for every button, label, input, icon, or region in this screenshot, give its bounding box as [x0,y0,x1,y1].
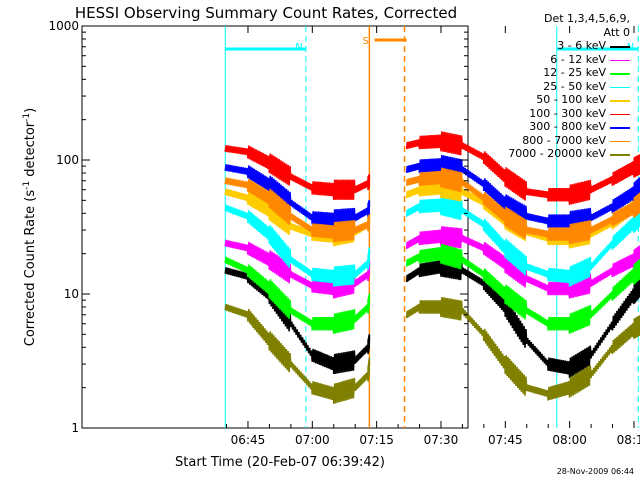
series-line [224,267,371,375]
x-axis-label: Start Time (20-Feb-07 06:39:42) [175,455,385,470]
legend-item: 12 - 25 keV [478,66,636,80]
series-line [405,167,640,245]
series-line [405,243,640,334]
y-tick-label: 1000 [48,19,79,33]
legend-item: 100 - 300 keV [478,107,636,121]
legend-item-swatch [610,100,630,102]
series-line [405,256,640,379]
y-axis-label-prefix: Corrected Count Rate (s [23,190,38,347]
legend-header-1: Det 1,3,4,5,6,9, [543,12,630,25]
legend-item: 7000 - 20000 keV [478,147,636,161]
legend-item-swatch [610,46,630,48]
legend: Det 1,3,4,5,6,9, Att 0 3 - 6 keV 6 - 12 k… [478,12,636,161]
legend-item-label: 50 - 100 keV [536,93,606,106]
legend-item: 6 - 12 keV [478,53,636,67]
legend-item-swatch [610,113,630,115]
legend-item-swatch [610,73,630,75]
legend-item: 25 - 50 keV [478,80,636,94]
axis-ticks: 06:45 07:00 07:15 07:30 07:45 08:00 08:15 1 10 10… [48,19,640,447]
legend-item-label: 300 - 800 keV [529,120,606,133]
series-line [224,177,371,243]
chart-title: HESSI Observing Summary Count Rates, Cor… [75,4,457,22]
legend-header-2: Att 0 [603,25,630,39]
legend-item-swatch [610,154,630,156]
legend-item-label: 6 - 12 keV [550,52,606,66]
legend-rows: 3 - 6 keV 6 - 12 keV 12 - 25 keV 25 - 50 ke… [478,39,636,161]
legend-item: 800 - 7000 keV [478,134,636,148]
y-axis-label: Corrected Count Rate (s-1 detector-1) [22,108,38,346]
plot-frame [81,25,469,429]
legend-item-label: 800 - 7000 keV [522,133,606,147]
y-tick-label: 1 [71,421,79,435]
legend-item-label: 25 - 50 keV [543,79,606,93]
legend-item: 3 - 6 keV [478,39,636,53]
series-line [224,256,371,334]
legend-item: 300 - 800 keV [478,120,636,134]
y-axis-label-sup1: -1 [22,181,32,190]
x-tick-label: 07:45 [488,433,523,447]
legend-item-swatch [610,59,630,61]
night-label: N [295,42,302,53]
saa-label: S [363,36,369,47]
legend-item: 50 - 100 keV [478,93,636,107]
y-axis-label-mid: detector [23,121,38,181]
x-tick-label: 08:00 [552,433,587,447]
series-line [405,297,640,401]
x-tick-label: 07:00 [295,433,330,447]
series-line [224,164,371,230]
night-label: N [627,42,634,53]
series-line [405,131,640,205]
legend-item-label: 7000 - 20000 keV [508,147,606,160]
legend-item-swatch [610,140,630,142]
y-axis-label-suffix: ) [23,108,38,113]
series-line [224,239,371,299]
series-line [224,145,371,200]
series-line [405,195,640,287]
y-tick-label: 100 [56,153,79,167]
series-layer [224,131,640,404]
legend-item-label: 100 - 300 keV [529,106,606,120]
legend-item-label: 3 - 6 keV [557,39,606,52]
x-tick-label: 06:45 [231,433,266,447]
series-line [224,188,371,247]
generation-timestamp: 28-Nov-2009 06:44 [556,467,634,476]
y-axis-label-sup2: -1 [22,113,32,122]
series-line [405,177,640,249]
x-tick-label: 07:30 [424,433,459,447]
series-line [224,204,371,287]
x-tick-label: 08:15 [617,433,640,447]
y-tick-label: 10 [64,287,79,301]
legend-item-label: 12 - 25 keV [543,66,606,79]
x-tick-label: 07:15 [359,433,394,447]
legend-item-swatch [610,127,630,129]
legend-item-swatch [610,86,630,88]
series-line [224,303,371,404]
